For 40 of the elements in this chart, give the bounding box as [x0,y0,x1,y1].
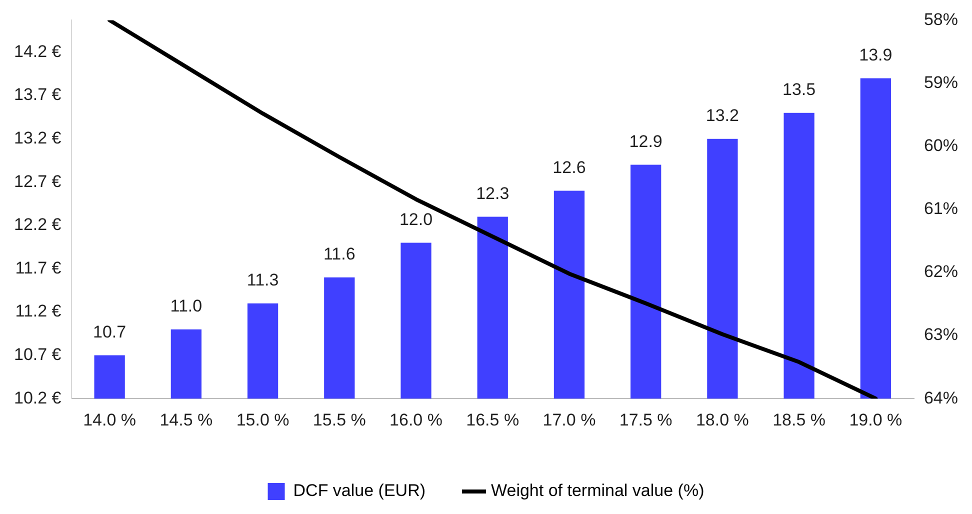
y-tick-label: 10.7 € [14,344,62,364]
x-tick-label: 19.0 % [849,410,902,430]
y-tick-label: 10.2 € [14,388,62,408]
y-tick-label: 12.7 € [14,172,62,191]
data-label: 11.3 [246,270,279,290]
y2-tick-label: 61% [924,199,958,218]
y2-tick-label: 58% [924,10,958,29]
x-tick-label: 17.5 % [619,410,672,430]
y2-tick-label: 60% [924,136,958,156]
data-label: 13.5 [782,80,816,100]
x-tick-label: 18.5 % [772,410,826,430]
y2-tick-label: 63% [924,325,958,344]
data-label: 12.9 [629,132,662,151]
data-label: 12.0 [399,210,433,229]
y-tick-label: 14.2 € [14,42,62,61]
y-tick-label: 13.2 € [14,128,62,148]
data-label: 13.9 [859,45,892,64]
data-label: 10.7 [93,322,126,342]
x-tick-label: 16.5 % [466,410,520,430]
x-tick-label: 17.0 % [542,410,596,430]
x-tick-label: 16.0 % [390,410,442,430]
y-tick-label: 11.2 € [15,302,62,321]
data-label: 13.2 [706,106,739,126]
x-tick-label: 14.0 % [83,410,136,430]
y2-tick-label: 64% [924,388,958,408]
data-label: 11.0 [170,296,202,316]
data-label: 12.6 [552,158,586,177]
x-tick-label: 18.0 % [696,410,749,430]
x-tick-label: 14.5 % [160,410,213,430]
legend-label: Weight of terminal value (%) [491,481,704,500]
y2-tick-label: 59% [924,72,958,92]
y-tick-label: 11.7 € [15,258,62,278]
data-label: 12.3 [476,184,510,203]
y-tick-label: 12.2 € [14,215,62,234]
y-tick-label: 13.7 € [14,85,62,104]
data-label: 11.6 [323,244,356,264]
legend-label: DCF value (EUR) [293,481,426,500]
y2-tick-label: 62% [924,262,958,282]
x-tick-label: 15.0 % [236,410,290,430]
x-tick-label: 15.5 % [312,410,366,430]
